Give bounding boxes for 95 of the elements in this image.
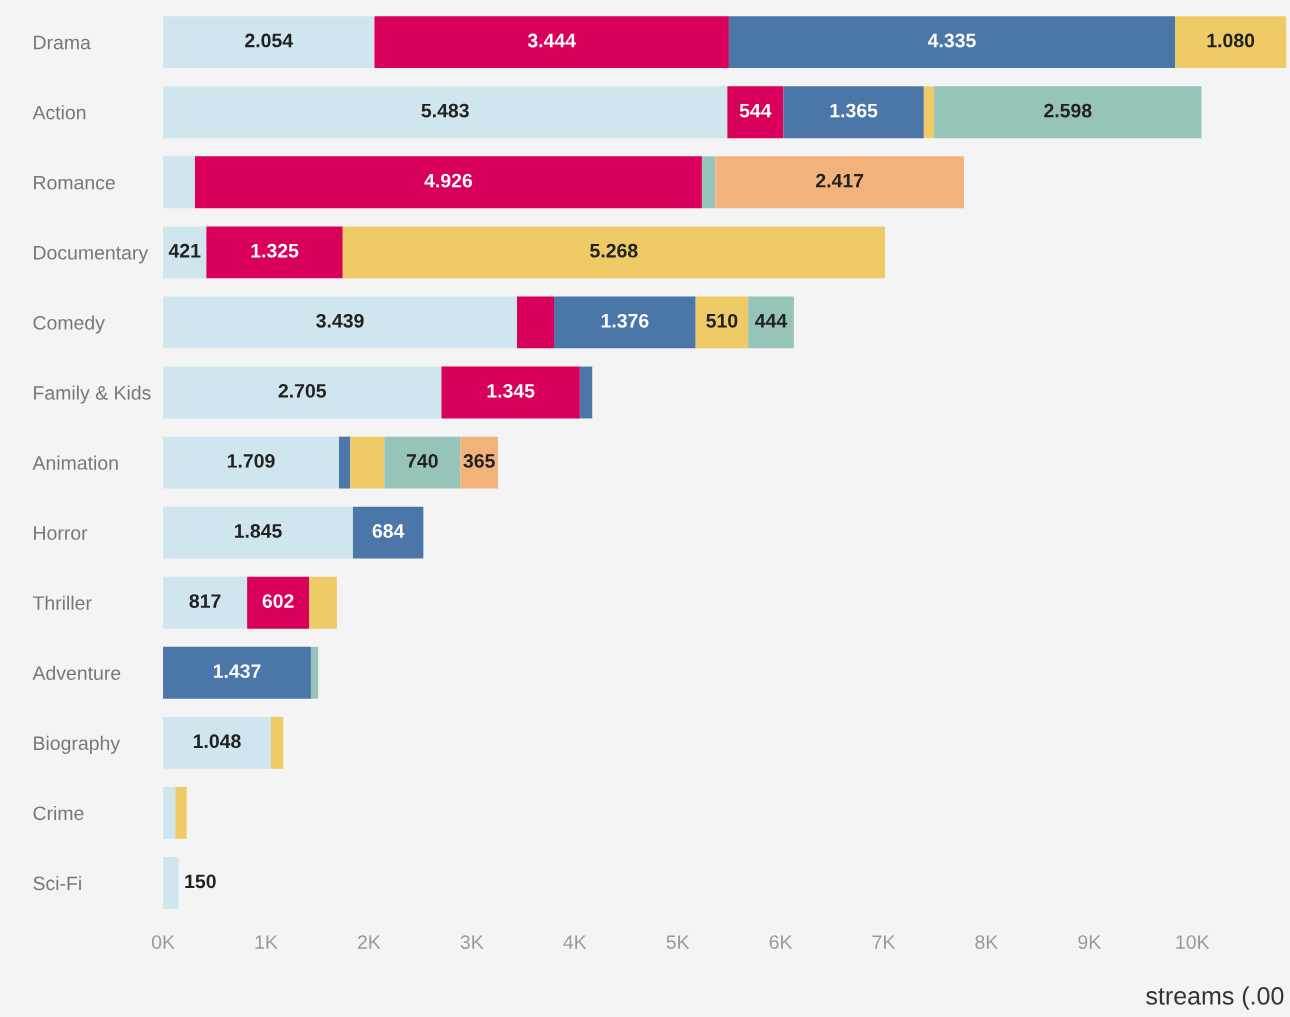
y-tick-label: Family & Kids xyxy=(34,385,151,404)
data-label: 3.444 xyxy=(527,33,576,48)
y-tick-label: Adventure xyxy=(32,665,121,681)
x-tick-label: 9K xyxy=(1078,935,1101,949)
x-tick-label: 4K xyxy=(563,935,587,949)
bar xyxy=(728,16,1176,69)
y-tick-label: Thriller xyxy=(32,595,92,610)
data-label: 1.048 xyxy=(193,734,241,749)
bar xyxy=(163,787,176,839)
bar xyxy=(695,296,749,349)
bar xyxy=(338,436,351,489)
bar xyxy=(163,296,517,349)
x-axis-title: streams (.00 xyxy=(1146,986,1284,1010)
data-label: 817 xyxy=(189,594,221,608)
bar xyxy=(247,576,310,629)
data-label: 1.365 xyxy=(830,103,878,118)
x-tick-label: 2K xyxy=(357,935,381,949)
bar xyxy=(163,436,339,489)
y-tick-label: Action xyxy=(32,105,86,120)
data-label: 150 xyxy=(185,874,216,889)
data-label: 544 xyxy=(739,103,772,118)
bar xyxy=(163,366,442,419)
bar xyxy=(163,646,311,699)
data-label: 421 xyxy=(168,243,201,258)
y-tick-label: Documentary xyxy=(34,246,149,264)
bar xyxy=(352,506,424,559)
data-label: 5.268 xyxy=(590,243,638,258)
data-label: 4.926 xyxy=(424,173,473,188)
data-label: 1.437 xyxy=(213,664,261,679)
data-label: 1.709 xyxy=(227,454,275,468)
y-tick-label: Horror xyxy=(34,526,88,540)
bar xyxy=(270,716,284,769)
bar xyxy=(163,576,248,629)
bar xyxy=(163,86,728,139)
y-tick-label: Romance xyxy=(34,175,115,190)
data-label: 2.417 xyxy=(816,173,864,188)
bar xyxy=(163,716,271,769)
bar xyxy=(309,576,337,629)
bar xyxy=(163,156,195,209)
x-tick-label: 5K xyxy=(666,935,690,949)
bar xyxy=(516,296,555,349)
data-label: 3.439 xyxy=(316,313,364,328)
y-tick-label: Comedy xyxy=(33,315,105,334)
bar xyxy=(163,16,375,69)
data-label: 2.705 xyxy=(278,383,327,398)
bar xyxy=(175,787,187,839)
x-tick-label: 10K xyxy=(1176,935,1210,949)
data-label: 684 xyxy=(372,524,405,538)
data-label: 2.054 xyxy=(245,33,293,48)
bar xyxy=(342,226,885,279)
bar xyxy=(923,86,935,139)
y-tick-label: Animation xyxy=(32,455,118,470)
bar xyxy=(715,156,965,209)
data-label: 740 xyxy=(406,454,438,468)
bar xyxy=(310,646,319,699)
bar xyxy=(206,226,343,279)
bar xyxy=(441,366,580,419)
bar xyxy=(934,86,1202,139)
bar xyxy=(163,226,207,279)
data-label: 444 xyxy=(755,314,788,328)
bar xyxy=(163,506,353,559)
y-tick-label: Drama xyxy=(34,35,91,50)
bar xyxy=(701,156,716,209)
bar xyxy=(350,436,385,489)
y-tick-label: Biography xyxy=(34,735,121,754)
x-tick-label: 7K xyxy=(872,935,896,949)
bar xyxy=(579,366,593,419)
y-tick-label: Sci-Fi xyxy=(33,875,81,891)
bar xyxy=(194,156,702,209)
data-label: 5.483 xyxy=(421,103,469,118)
data-label: 2.598 xyxy=(1044,103,1092,118)
bar xyxy=(384,436,461,489)
bar xyxy=(554,296,696,349)
data-label: 1.345 xyxy=(487,383,535,398)
bar xyxy=(783,86,924,139)
data-label: 1.376 xyxy=(601,313,649,328)
bar xyxy=(727,86,784,139)
y-tick-label: Crime xyxy=(33,805,84,821)
bar xyxy=(163,857,179,909)
bar xyxy=(1175,16,1287,69)
bar xyxy=(748,296,794,349)
data-label: 365 xyxy=(463,454,495,468)
x-tick-label: 6K xyxy=(769,935,793,949)
data-label: 510 xyxy=(706,313,738,328)
data-label: 602 xyxy=(262,594,294,608)
data-label: 4.335 xyxy=(927,33,976,48)
bar xyxy=(460,436,498,489)
x-tick-label: 0K xyxy=(151,935,175,949)
x-tick-label: 1K xyxy=(255,935,278,949)
bar xyxy=(374,16,729,69)
x-tick-label: 8K xyxy=(975,935,999,949)
data-label: 1.325 xyxy=(251,243,299,258)
data-label: 1.080 xyxy=(1207,33,1255,48)
data-label: 1.845 xyxy=(234,524,282,538)
x-tick-label: 3K xyxy=(460,935,484,949)
